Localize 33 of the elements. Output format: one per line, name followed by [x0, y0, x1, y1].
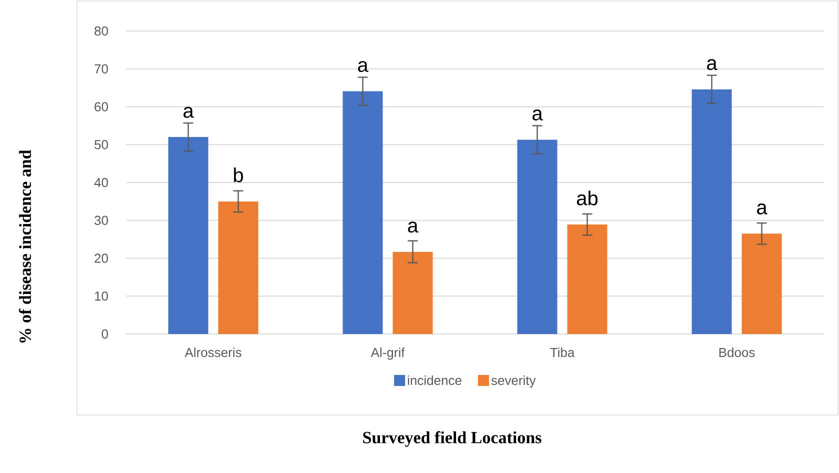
annotation: a — [532, 110, 543, 121]
x-axis-title: Surveyed field Locations — [363, 431, 542, 447]
bar — [692, 89, 732, 334]
bar — [567, 224, 608, 334]
annotation: a — [757, 203, 768, 214]
bar — [392, 252, 433, 334]
y-tick-label: 80 — [94, 26, 108, 36]
x-tick-label: Bdoos — [719, 348, 755, 358]
annotation: ab — [576, 190, 598, 206]
x-tick-label: Alrosseris — [184, 348, 242, 358]
y-tick-label: 60 — [94, 102, 108, 112]
annotation: a — [408, 222, 418, 233]
annotation: a — [184, 106, 194, 118]
y-tick-label: 40 — [94, 178, 108, 188]
annotation: a — [707, 59, 718, 70]
y-tick-label: 30 — [94, 216, 108, 225]
y-tick-label: 10 — [95, 292, 108, 301]
annotation: b — [234, 168, 243, 182]
bar — [742, 234, 782, 334]
annotation: a — [358, 61, 368, 72]
x-tick-label: Al-grif — [370, 348, 405, 360]
legend-label: severity — [491, 376, 536, 388]
y-tick-label: 70 — [94, 64, 108, 74]
bar — [342, 91, 383, 334]
y-axis-title: % of disease incidence and — [18, 150, 32, 343]
y-tick-label: 20 — [94, 254, 108, 263]
y-tick-label: 50 — [94, 140, 108, 150]
legend-label: incidence — [408, 376, 462, 386]
bar — [168, 137, 208, 334]
bar — [218, 201, 258, 334]
y-tick-label: 0 — [102, 329, 108, 339]
bar — [517, 140, 558, 334]
x-tick-label: Tiba — [550, 348, 575, 358]
